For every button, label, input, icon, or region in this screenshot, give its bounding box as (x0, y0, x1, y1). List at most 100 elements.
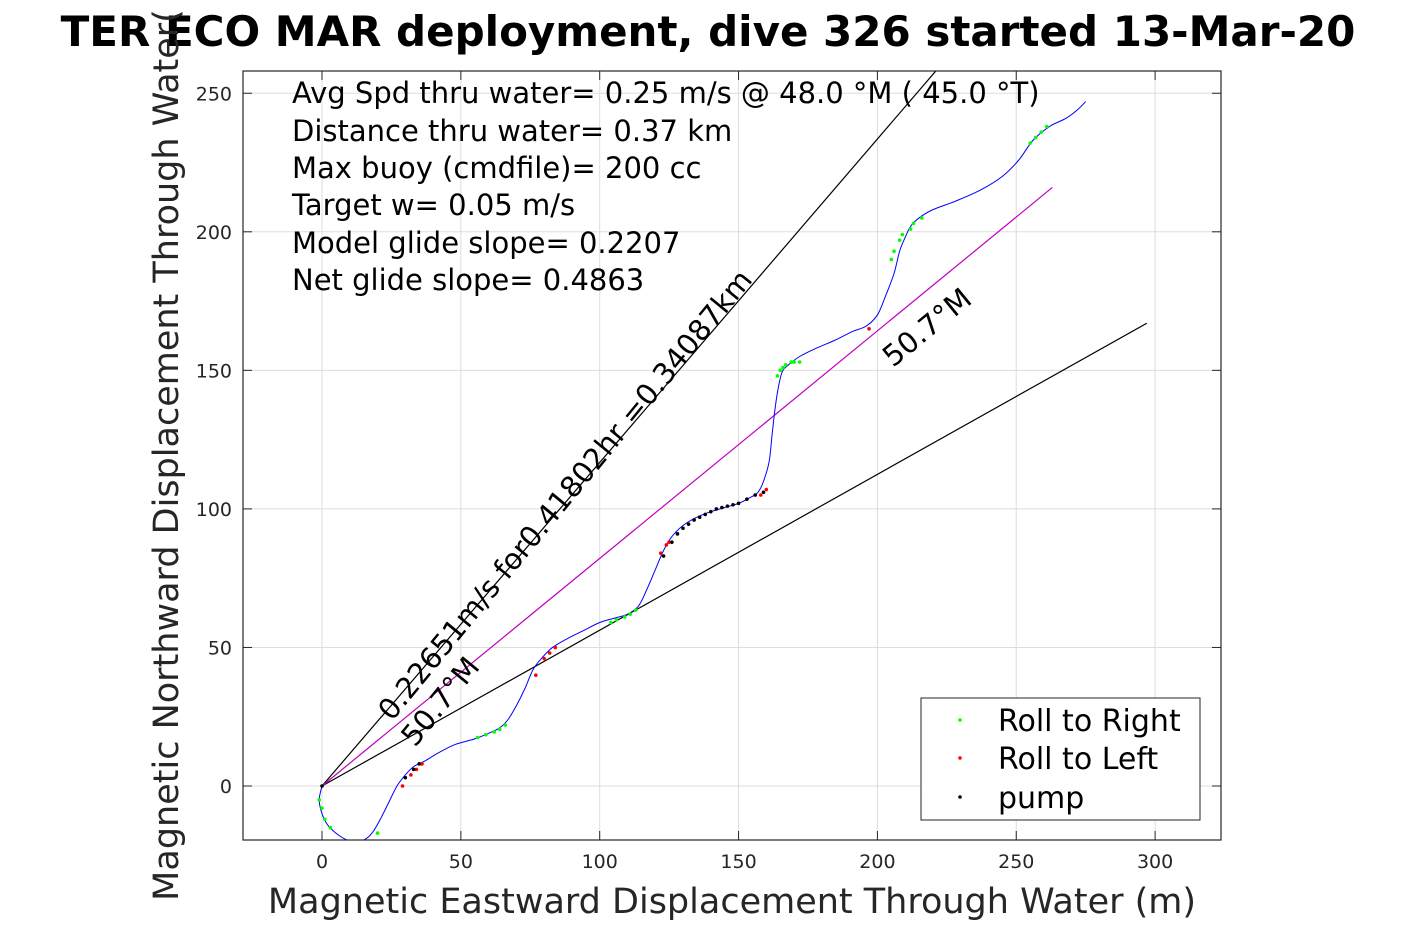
marker-pump (675, 532, 680, 536)
marker-roll-to-right (475, 735, 480, 740)
marker-roll-to-right (320, 806, 324, 810)
marker-roll-to-left (542, 656, 546, 661)
marker-roll-to-right (775, 374, 780, 378)
x-tick-label: 100 (582, 851, 618, 873)
marker-pump (692, 518, 696, 522)
y-axis-label: Magnetic Northward Displacement Through … (147, 9, 187, 901)
marker-pump (761, 490, 766, 495)
marker-roll-to-right (375, 831, 380, 835)
marker-roll-to-right (628, 612, 633, 616)
marker-roll-to-right (889, 257, 894, 262)
marker-roll-to-right (908, 227, 913, 231)
marker-roll-to-right (492, 730, 496, 734)
marker-pump (681, 526, 685, 531)
marker-roll-to-right (792, 360, 796, 364)
info-line-distance: Distance thru water= 0.37 km (292, 114, 732, 148)
info-line-net-glide: Net glide slope= 0.4863 (292, 263, 644, 297)
marker-roll-to-right (897, 238, 902, 242)
marker-pump (714, 507, 719, 511)
marker-pump (411, 767, 416, 772)
y-tick-label: 250 (196, 83, 232, 105)
marker-roll-to-left (867, 326, 871, 331)
marker-roll-to-left (758, 493, 763, 497)
marker-roll-to-right (1044, 124, 1049, 129)
marker-pump (731, 502, 735, 507)
marker-roll-to-left (553, 645, 558, 650)
marker-roll-to-left (414, 767, 419, 772)
x-tick-label: 50 (449, 851, 473, 873)
legend-marker-roll-left (958, 756, 962, 760)
marker-roll-to-right (1039, 130, 1044, 134)
marker-pump (417, 762, 421, 766)
reference-line (321, 186, 1053, 787)
marker-roll-to-right (322, 817, 327, 822)
marker-roll-to-right (1028, 141, 1032, 145)
marker-pump (661, 554, 666, 558)
glider-track-line (318, 101, 1087, 840)
marker-roll-to-left (409, 773, 413, 777)
marker-roll-to-right (497, 727, 502, 731)
marker-roll-to-right (911, 221, 916, 226)
info-line-max-buoy: Max buoy (cmdfile)= 200 cc (292, 151, 701, 185)
reference-line (321, 322, 1148, 787)
marker-roll-to-right (622, 615, 627, 619)
marker-roll-to-left (534, 673, 538, 677)
marker-roll-to-right (634, 608, 638, 612)
x-axis-label: Magnetic Eastward Displacement Through W… (268, 882, 1196, 922)
marker-pump (720, 505, 724, 510)
axes-frame (242, 70, 1222, 841)
legend-label-roll-right: Roll to Right (998, 704, 1181, 739)
reference-line (321, 71, 937, 787)
y-tick-label: 0 (220, 776, 232, 798)
marker-roll-to-right (317, 798, 322, 802)
marker-pump (708, 509, 713, 514)
marker-pump (670, 540, 674, 544)
y-tick-label: 200 (196, 222, 232, 244)
info-line-avg-speed: Avg Spd thru water= 0.25 m/s @ 48.0 °M (… (292, 76, 1040, 110)
marker-roll-to-right (892, 249, 896, 253)
y-tick-label: 150 (196, 360, 232, 382)
plot-area (317, 71, 1148, 840)
marker-pump (697, 515, 702, 520)
marker-roll-to-left (420, 762, 424, 766)
marker-roll-to-right (1033, 135, 1038, 140)
marker-pump (403, 775, 408, 780)
marker-roll-to-right (484, 732, 488, 737)
info-line-model-glide: Model glide slope= 0.2207 (292, 226, 680, 260)
track-speed-annotation: 0.22651m/s for0.41802hr =0.34087km (371, 263, 759, 726)
marker-roll-to-left (667, 540, 671, 544)
marker-pump (725, 504, 730, 508)
marker-roll-to-right (797, 360, 802, 364)
legend-marker-pump (958, 795, 962, 799)
x-tick-label: 200 (859, 851, 895, 873)
marker-roll-to-right (781, 365, 785, 370)
marker-roll-to-right (778, 368, 783, 373)
y-tick-label: 100 (196, 499, 232, 521)
marker-roll-to-right (920, 216, 924, 220)
info-line-target-w: Target w= 0.05 m/s (291, 188, 575, 222)
x-tick-label: 250 (998, 851, 1034, 873)
marker-roll-to-right (609, 620, 613, 625)
y-tick-labels: 0 50 100 150 200 250 (196, 83, 232, 798)
legend: Roll to Right Roll to Left pump (920, 697, 1201, 821)
legend-box (920, 697, 1201, 821)
marker-roll-to-right (614, 617, 619, 622)
marker-roll-to-left (764, 487, 769, 492)
grid (243, 71, 1221, 840)
marker-pump (320, 784, 324, 788)
legend-label-pump: pump (998, 781, 1084, 816)
marker-pump (703, 512, 708, 517)
marker-pump (753, 493, 758, 497)
marker-roll-to-right (783, 363, 788, 367)
marker-pump (745, 497, 749, 502)
info-text-block: Avg Spd thru water= 0.25 m/s @ 48.0 °M (… (291, 76, 1040, 297)
x-tick-label: 0 (316, 851, 328, 873)
marker-roll-to-right (328, 825, 333, 830)
x-tick-label: 300 (1137, 851, 1173, 873)
marker-roll-to-left (658, 551, 663, 556)
marker-pump (736, 501, 741, 506)
marker-pump (686, 522, 691, 526)
x-tick-label: 150 (720, 851, 756, 873)
marker-roll-to-left (664, 543, 669, 547)
